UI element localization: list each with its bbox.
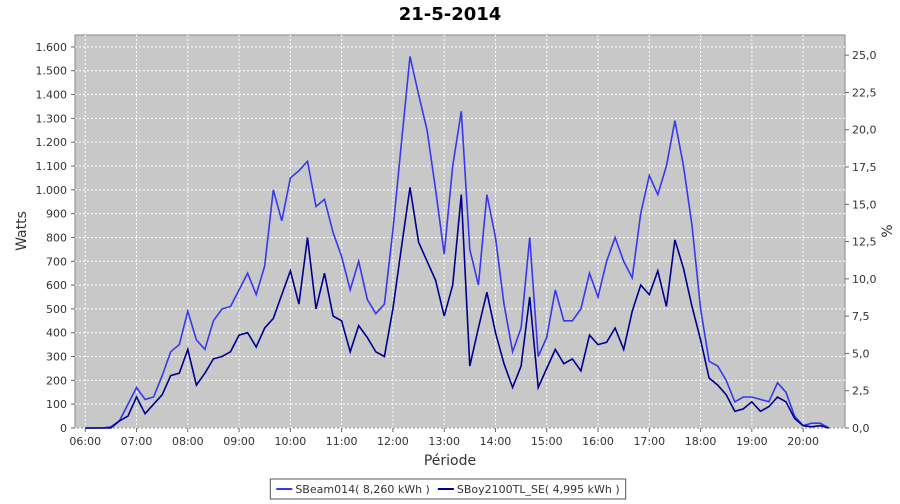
legend-label: SBoy2100TL_SE( 4,995 kWh ): [457, 483, 620, 496]
x-axis-label: Période: [424, 453, 476, 469]
y-tick-label: 800: [46, 231, 67, 244]
y-tick-label: 1.100: [36, 160, 68, 173]
x-tick-label: 20:00: [787, 435, 819, 448]
y-tick-label: 0: [60, 422, 67, 435]
series-line: [85, 56, 830, 429]
x-tick-label: 06:00: [69, 435, 101, 448]
x-tick-label: 09:00: [223, 435, 255, 448]
x-tick-label: 13:00: [428, 435, 460, 448]
y2-tick-label: 15,0: [852, 198, 877, 211]
x-tick-label: 07:00: [121, 435, 153, 448]
y2-tick-label: 22,5: [852, 86, 877, 99]
x-tick-label: 11:00: [326, 435, 358, 448]
y-tick-label: 500: [46, 303, 67, 316]
x-tick-label: 15:00: [531, 435, 563, 448]
y-tick-label: 200: [46, 374, 67, 387]
chart-title: 21-5-2014: [399, 4, 502, 25]
y-tick-label: 900: [46, 208, 67, 221]
y2-tick-label: 17,5: [852, 161, 877, 174]
y-tick-label: 1.400: [36, 89, 68, 102]
x-tick-label: 08:00: [172, 435, 204, 448]
y2-axis-label: %: [880, 224, 896, 237]
y-axis-label: Watts: [14, 211, 30, 251]
y2-tick-label: 25,0: [852, 49, 877, 62]
y2-tick-label: 5,0: [852, 347, 870, 360]
x-tick-label: 10:00: [275, 435, 307, 448]
y2-tick-label: 12,5: [852, 236, 877, 249]
y-tick-label: 1.200: [36, 136, 68, 149]
y2-tick-label: 7,5: [852, 310, 870, 323]
x-tick-label: 14:00: [480, 435, 512, 448]
y-tick-label: 1.000: [36, 184, 68, 197]
y-tick-label: 700: [46, 255, 67, 268]
x-tick-label: 12:00: [377, 435, 409, 448]
y2-tick-label: 2,5: [852, 385, 870, 398]
y2-tick-label: 10,0: [852, 273, 877, 286]
legend: SBeam014( 8,260 kWh ) SBoy2100TL_SE( 4,99…: [269, 478, 627, 500]
y2-tick-label: 0,0: [852, 422, 870, 435]
legend-label: SBeam014( 8,260 kWh ): [295, 483, 430, 496]
y-tick-label: 400: [46, 327, 67, 340]
y-tick-label: 300: [46, 351, 67, 364]
x-tick-label: 17:00: [633, 435, 665, 448]
y-tick-label: 1.600: [36, 41, 68, 54]
x-tick-label: 19:00: [736, 435, 768, 448]
plot-area: [74, 34, 846, 429]
y-tick-label: 600: [46, 279, 67, 292]
y2-tick-label: 20,0: [852, 124, 877, 137]
series-line: [85, 187, 830, 429]
y-tick-label: 1.500: [36, 65, 68, 78]
x-tick-label: 18:00: [685, 435, 717, 448]
y-tick-label: 1.300: [36, 112, 68, 125]
x-tick-label: 16:00: [582, 435, 614, 448]
y-tick-label: 100: [46, 398, 67, 411]
